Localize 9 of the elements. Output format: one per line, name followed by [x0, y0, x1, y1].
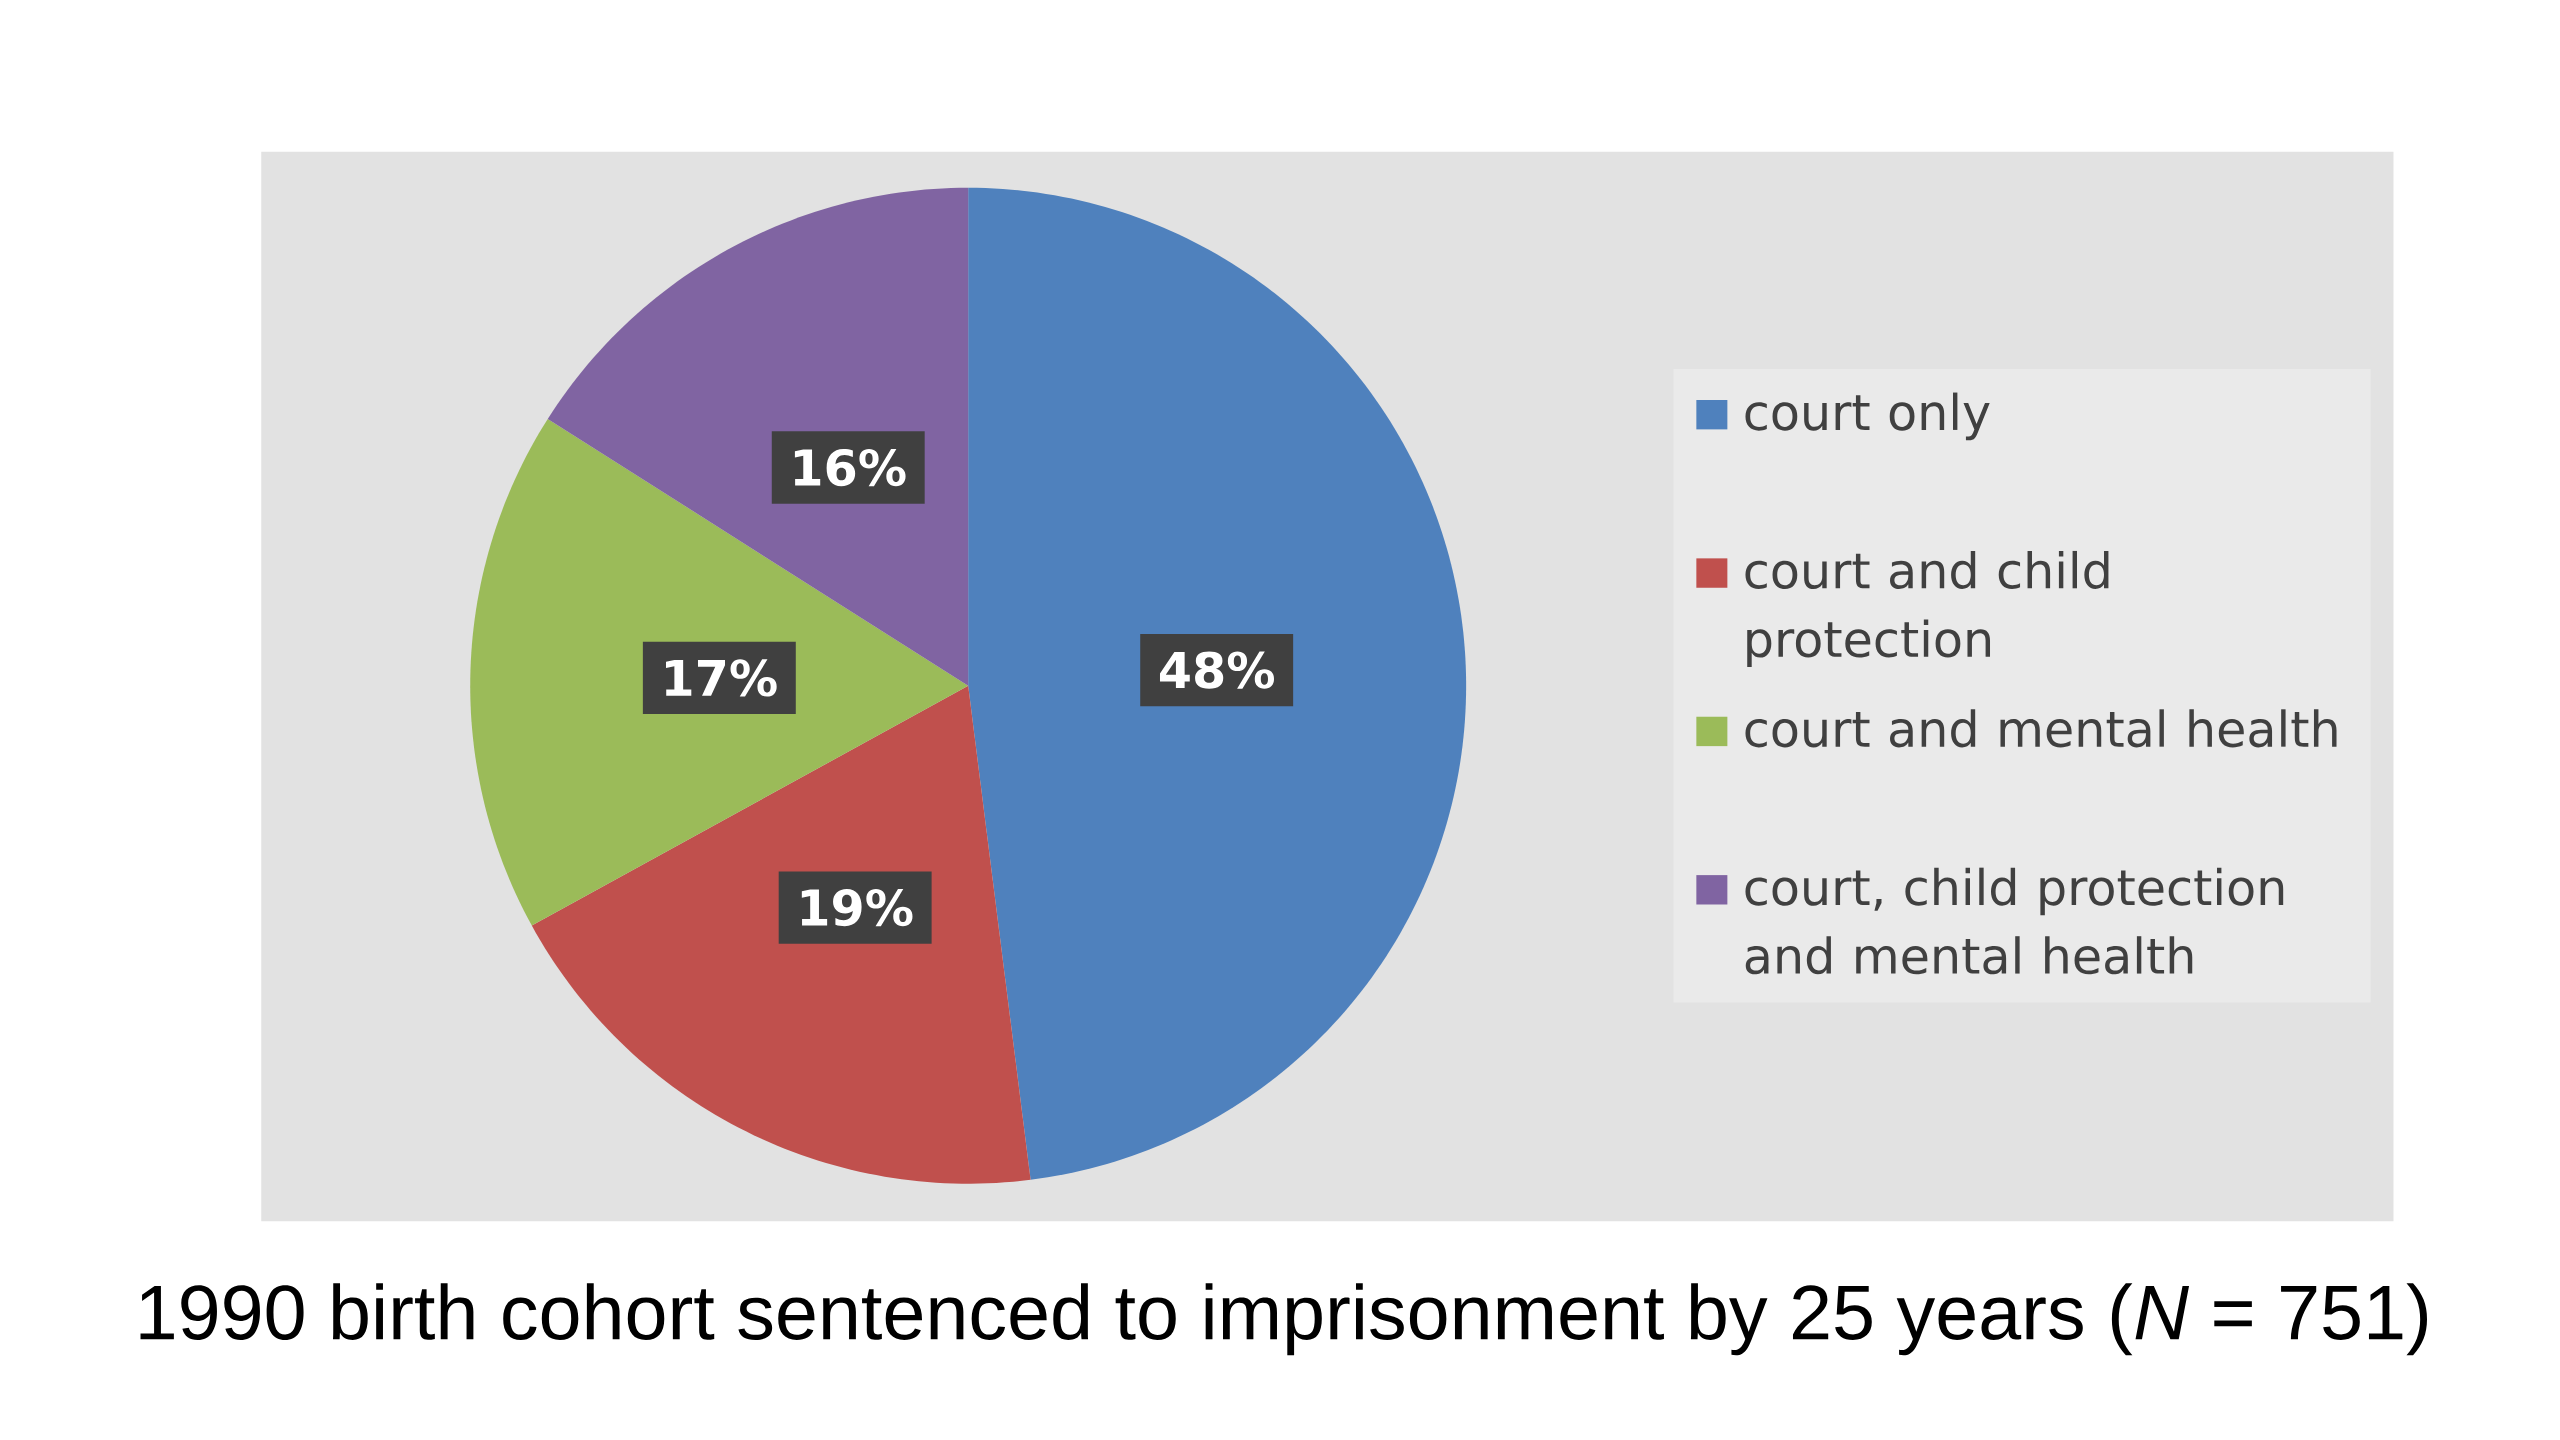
data-label: 19% [801, 888, 913, 927]
text: 1990 birth cohort sentenced to imprisonment by 25 years (N = 751) [140, 1283, 2428, 1356]
legend-label: court only [1745, 392, 1990, 441]
data-label: 16% [794, 448, 906, 487]
legend-label: court and mental health [1745, 709, 2337, 748]
legend-label: court and child protection [1745, 550, 2109, 668]
data-label: 48% [1159, 651, 1275, 689]
legend-label: court, child protection and mental health [1745, 867, 2284, 975]
data-label: 17% [666, 659, 777, 697]
